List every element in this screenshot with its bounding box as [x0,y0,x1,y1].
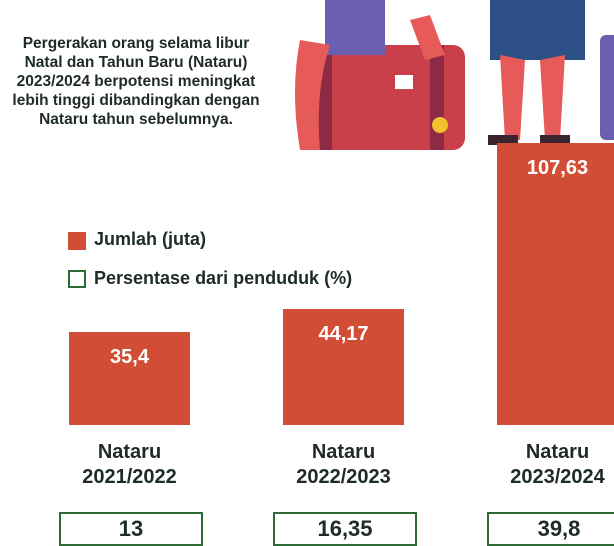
legend-swatch [68,232,86,250]
chart-title: Pergerakan orang selama libur Natal dan … [4,34,268,129]
legend-label: Persentase dari penduduk (%) [94,268,352,289]
percentage-box: 13 [59,512,203,546]
category-label: Nataru 2023/2024 [493,440,614,490]
bar [497,143,614,425]
percentage-box: 39,8 [487,512,614,546]
bar-value-label: 107,63 [497,157,614,180]
percentage-box: 16,35 [273,512,417,546]
category-label: Nataru 2022/2023 [279,440,409,490]
bar-value-label: 44,17 [283,323,404,346]
infographic: Pergerakan orang selama libur Natal dan … [0,0,614,546]
category-label: Nataru 2021/2022 [65,440,195,490]
bar-value-label: 35,4 [69,346,190,369]
legend-swatch [68,270,86,288]
legend-label: Jumlah (juta) [94,229,206,250]
